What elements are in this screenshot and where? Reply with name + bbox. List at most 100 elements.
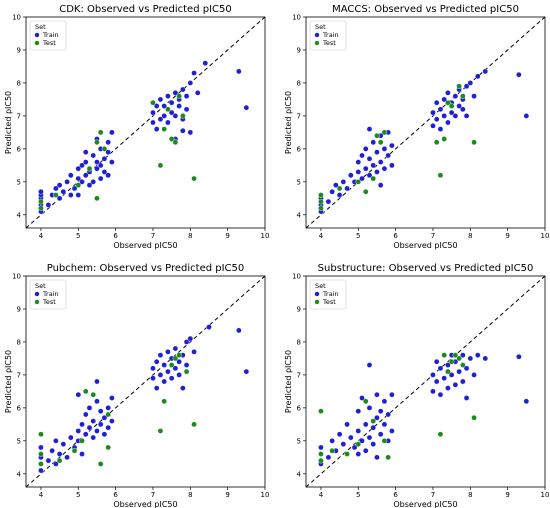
train-point (359, 152, 365, 159)
test-point (172, 139, 179, 146)
test-point (318, 192, 324, 198)
train-point (105, 139, 111, 146)
legend-test-label: Test (42, 298, 56, 306)
train-point (355, 169, 362, 175)
train-point (97, 421, 104, 428)
train-point (109, 159, 115, 165)
train-point (370, 162, 377, 169)
train-point (68, 192, 74, 198)
train-point (366, 362, 373, 368)
test-point (38, 205, 44, 212)
y-tick-label: 4 (17, 211, 22, 219)
train-point (82, 149, 89, 155)
train-point (370, 441, 377, 447)
train-point (366, 405, 373, 411)
train-point (56, 195, 63, 202)
legend-train-marker (314, 32, 320, 38)
train-point (161, 113, 167, 119)
train-point (68, 434, 74, 441)
test-point (94, 195, 100, 202)
x-tick-label: 9 (505, 491, 509, 499)
train-point (49, 447, 55, 454)
train-point (105, 405, 111, 411)
train-point (452, 113, 459, 119)
y-tick-label: 7 (17, 371, 21, 379)
train-point (374, 391, 380, 398)
train-point (38, 467, 44, 474)
y-tick-label: 10 (292, 273, 301, 281)
train-point (157, 116, 164, 123)
train-point (441, 375, 447, 382)
train-point (187, 129, 194, 136)
train-point (153, 358, 160, 365)
y-tick-label: 10 (292, 14, 301, 22)
test-point (362, 188, 369, 195)
train-point (187, 335, 194, 342)
train-point (374, 149, 380, 155)
x-tick-label: 9 (225, 232, 229, 240)
test-point (441, 352, 447, 358)
train-point (445, 385, 451, 391)
train-point (90, 179, 97, 185)
y-tick-label: 6 (297, 404, 302, 412)
chart-title: MACCS: Observed vs Predicted pIC50 (332, 4, 519, 15)
test-point (38, 431, 44, 438)
test-point (105, 411, 111, 418)
test-point (75, 182, 82, 188)
train-point (430, 388, 436, 395)
test-point (318, 457, 324, 464)
y-tick-label: 7 (17, 112, 21, 120)
train-point (168, 109, 175, 116)
train-point (329, 438, 335, 444)
train-point (377, 159, 384, 165)
y-axis-label: Predicted pIC50 (284, 91, 293, 154)
train-point (56, 182, 63, 188)
train-point (56, 451, 63, 457)
test-point (355, 179, 362, 185)
test-point (172, 355, 179, 362)
train-point (463, 365, 470, 372)
x-tick-label: 5 (76, 232, 80, 240)
x-tick-label: 7 (431, 232, 435, 240)
legend-train-marker (314, 291, 320, 297)
test-point (157, 162, 164, 169)
train-point (463, 83, 470, 90)
test-point (176, 93, 182, 99)
test-point (433, 139, 440, 146)
train-point (516, 71, 522, 78)
y-tick-label: 8 (297, 338, 301, 346)
y-tick-label: 8 (297, 79, 301, 87)
test-point (381, 129, 388, 136)
train-point (456, 103, 462, 109)
train-point (460, 352, 466, 358)
train-point (482, 355, 489, 362)
train-point (68, 172, 74, 179)
scatter-points (38, 324, 250, 474)
train-point (101, 169, 108, 175)
train-point (374, 414, 380, 421)
y-tick-label: 7 (297, 112, 301, 120)
test-point (168, 136, 175, 142)
train-point (243, 368, 250, 375)
train-point (325, 198, 332, 205)
test-point (437, 172, 444, 179)
test-point (445, 368, 451, 375)
train-point (236, 327, 242, 334)
y-tick-label: 5 (17, 437, 21, 445)
train-point (64, 179, 70, 185)
x-tick-label: 4 (319, 232, 324, 240)
train-point (523, 113, 530, 119)
train-point (377, 182, 384, 188)
x-tick-label: 9 (225, 491, 229, 499)
train-point (433, 99, 440, 106)
train-point (165, 93, 171, 99)
train-point (344, 185, 350, 192)
train-point (355, 408, 362, 414)
train-point (75, 391, 82, 398)
test-point (97, 461, 104, 467)
train-point (366, 126, 373, 132)
x-tick-label: 8 (468, 491, 472, 499)
train-point (53, 438, 59, 444)
legend-test-label: Test (322, 298, 336, 306)
y-axis-label: Predicted pIC50 (4, 350, 13, 413)
